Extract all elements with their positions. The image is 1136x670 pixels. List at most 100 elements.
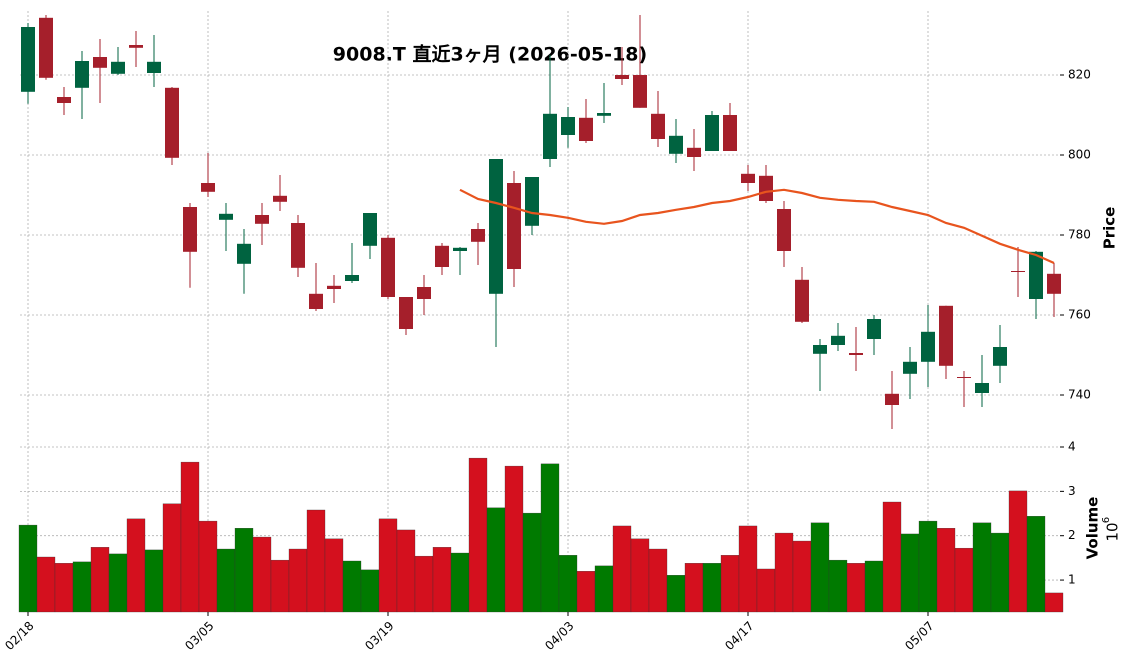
x-tick-label: 04/03 [542, 619, 576, 653]
x-tick-label: 05/07 [902, 619, 936, 653]
candle-body [687, 147, 701, 157]
y2-tick-label: 4 [1068, 440, 1076, 454]
volume-bar [306, 509, 326, 613]
candle-body [327, 285, 341, 289]
candle-body [759, 175, 773, 201]
y2-tick-label: 3 [1068, 484, 1076, 498]
volume-bar [324, 538, 344, 613]
volume-bar [522, 512, 542, 613]
candle-body [39, 17, 53, 78]
volume-bar [108, 553, 128, 613]
volume-bar [378, 518, 398, 613]
candle-body [1047, 273, 1061, 294]
candle-body [75, 61, 89, 88]
candle-body [507, 183, 521, 269]
candle-body [669, 135, 683, 154]
volume-bar [756, 568, 776, 613]
volume-bar [414, 555, 434, 613]
candle-body [975, 383, 989, 393]
volume-bar [576, 571, 596, 613]
volume-bar [252, 536, 272, 613]
volume-bar [810, 522, 830, 613]
moving-average [459, 188, 1055, 265]
volume-bar [360, 569, 380, 613]
candle-body [345, 275, 359, 281]
volume-bar [882, 501, 902, 613]
candle-body [525, 177, 539, 226]
candle-body [615, 75, 629, 79]
volume-bar [774, 532, 794, 613]
volume-bar [432, 547, 452, 613]
volume-bar [990, 532, 1010, 613]
volume-bar [540, 463, 560, 613]
volume-bar [126, 518, 146, 613]
candle-body [723, 115, 737, 151]
candle-body [381, 237, 395, 297]
candle-body [291, 223, 305, 268]
volume-bar [396, 529, 416, 613]
volume-bar [342, 560, 362, 613]
candle-body [273, 195, 287, 202]
y-tick-label: 740 [1068, 388, 1091, 402]
volume-bar [972, 522, 992, 613]
candle-body [129, 45, 143, 48]
candle-body [597, 113, 611, 116]
y2-axis-label: Volume [1084, 497, 1102, 560]
volume-bar [738, 525, 758, 613]
candle-body [255, 215, 269, 224]
y-tick-label: 760 [1068, 308, 1091, 322]
candle-body [867, 319, 881, 339]
volume-bar [936, 528, 956, 613]
candle-body [651, 113, 665, 139]
volume-bar [666, 575, 686, 613]
volume-bar [828, 559, 848, 613]
candle-body [831, 335, 845, 345]
volume-bar [270, 559, 290, 613]
candle-body [777, 209, 791, 251]
candle-body [1011, 271, 1025, 272]
volume-bar [450, 552, 470, 613]
volume-bar [558, 555, 578, 613]
candle-body [435, 245, 449, 267]
candle-body [993, 347, 1007, 366]
volume-bar [162, 503, 182, 613]
x-tick-label: 02/18 [2, 619, 36, 653]
volume-bar [180, 461, 200, 613]
y2-scale-exponent: 6 [1101, 517, 1112, 523]
volume-bar [18, 524, 38, 613]
candle-body [921, 331, 935, 362]
candle-body [219, 213, 233, 220]
y2-scale-base: 10 [1104, 522, 1122, 541]
candle-body [813, 345, 827, 354]
volume-bar [504, 465, 524, 613]
candle-body [489, 159, 503, 294]
candle-body [309, 293, 323, 309]
volume-bar [648, 548, 668, 613]
volume-bar [594, 565, 614, 613]
volume-bar [486, 507, 506, 613]
marks [18, 15, 1064, 613]
candle-body [885, 393, 899, 405]
volume-bar [36, 556, 56, 613]
candle-body [165, 87, 179, 158]
candle-body [363, 213, 377, 246]
x-tick-label: 03/05 [182, 619, 216, 653]
candle-body [561, 117, 575, 135]
candle-body [741, 173, 755, 183]
volume-bar [234, 528, 254, 613]
candle-body [543, 113, 557, 159]
candle-body [957, 377, 971, 378]
candle-body [795, 279, 809, 322]
candle-body [903, 361, 917, 374]
y-axis-label: Price [1101, 207, 1119, 250]
candle-body [471, 229, 485, 242]
y2-tick-label: 1 [1068, 573, 1076, 587]
candle-body [237, 243, 251, 264]
candle-body [1029, 251, 1043, 299]
volume-bar [900, 533, 920, 613]
candle-body [579, 117, 593, 141]
candle-body [183, 207, 197, 252]
volume-bar [720, 555, 740, 613]
candle-body [939, 305, 953, 366]
candle-body [453, 247, 467, 251]
